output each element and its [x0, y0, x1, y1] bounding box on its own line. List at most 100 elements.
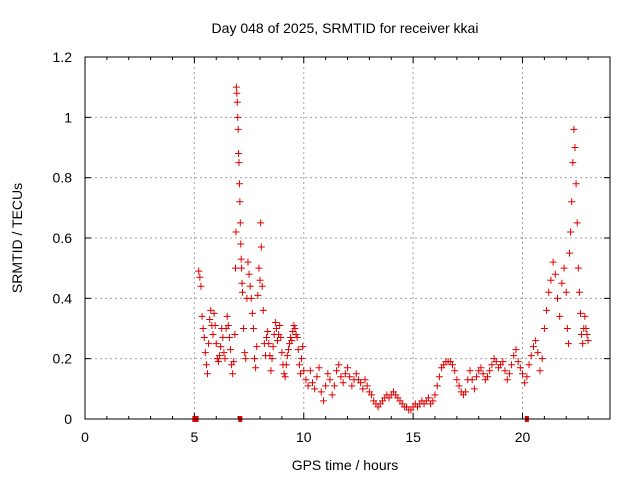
data-point: [473, 373, 481, 381]
data-point: [514, 358, 522, 366]
data-point: [237, 240, 245, 248]
data-point: [538, 355, 546, 363]
data-point: [306, 367, 314, 375]
data-point: [204, 370, 211, 378]
data-point: [234, 125, 242, 133]
data-point: [572, 180, 580, 188]
data-point: [231, 331, 239, 339]
data-point: [220, 349, 228, 357]
y-tick-label: 0.4: [53, 290, 73, 306]
data-point: [339, 379, 347, 387]
data-point: [239, 288, 246, 296]
data-point: [337, 373, 345, 381]
data-point: [269, 343, 277, 351]
data-point: [335, 361, 343, 369]
data-point: [569, 159, 577, 167]
data-point: [326, 376, 334, 384]
data-point: [333, 367, 341, 375]
data-point: [257, 243, 265, 251]
data-point: [363, 382, 371, 390]
chart-title: Day 048 of 2025, SRMTID for receiver kka…: [212, 20, 479, 36]
x-tick-label: 5: [190, 429, 198, 445]
data-point: [431, 391, 439, 399]
data-points: [195, 83, 592, 414]
data-point: [304, 382, 312, 390]
x-tick-label: 0: [81, 429, 89, 445]
data-point: [486, 367, 494, 375]
data-point: [529, 343, 537, 351]
data-point: [567, 228, 575, 236]
data-point: [272, 325, 280, 332]
data-point: [233, 98, 241, 106]
data-point: [209, 331, 217, 339]
data-point: [263, 334, 271, 342]
data-point: [235, 159, 243, 167]
data-point: [563, 325, 571, 332]
data-point: [328, 391, 336, 399]
data-point: [519, 370, 526, 378]
data-point: [248, 309, 256, 317]
data-point: [245, 270, 253, 278]
data-point: [206, 315, 214, 323]
data-point: [210, 309, 218, 317]
data-point: [230, 358, 238, 366]
data-point: [534, 349, 542, 357]
data-point: [574, 264, 582, 272]
data-point: [549, 258, 557, 266]
data-point: [246, 282, 254, 290]
data-point: [547, 276, 555, 284]
data-point: [309, 379, 316, 387]
data-point: [257, 219, 265, 227]
data-point: [235, 150, 243, 158]
data-point: [330, 382, 338, 390]
data-point: [576, 309, 584, 317]
data-point: [477, 364, 485, 372]
data-point: [479, 370, 487, 378]
data-point: [240, 325, 248, 332]
data-point: [217, 343, 225, 351]
axis-ticks: 0 0.2 0.4 0.6 0.8 1 1.2 0 5 10 15 20: [53, 49, 610, 445]
data-point: [499, 358, 507, 366]
data-point: [199, 325, 207, 332]
data-point: [543, 306, 551, 314]
data-point: [523, 373, 531, 381]
data-point: [290, 321, 298, 329]
data-point: [236, 219, 244, 227]
data-point: [575, 288, 583, 296]
x-tick-label: 15: [405, 429, 421, 445]
data-point: [247, 294, 255, 302]
data-point: [226, 346, 234, 354]
y-tick-label: 0.2: [53, 351, 73, 367]
data-point: [294, 346, 302, 354]
data-point: [571, 144, 579, 151]
data-point: [570, 125, 578, 133]
data-point: [267, 367, 275, 375]
data-point: [229, 370, 237, 378]
data-point: [453, 376, 461, 384]
data-point: [281, 373, 289, 381]
data-point: [512, 346, 520, 354]
data-point: [556, 312, 564, 320]
data-point: [429, 397, 437, 405]
data-point: [283, 352, 291, 360]
data-point: [291, 325, 299, 332]
data-point: [584, 337, 592, 345]
data-point: [508, 361, 516, 369]
data-point: [219, 334, 227, 342]
y-axis-label: SRMTID / TECUs: [9, 183, 25, 293]
data-point: [292, 331, 300, 339]
data-point: [564, 340, 572, 348]
data-point: [276, 321, 284, 329]
x-axis-label: GPS time / hours: [292, 457, 399, 473]
data-point: [324, 370, 332, 378]
data-point: [554, 294, 561, 302]
y-tick-label: 1: [64, 109, 72, 125]
data-point: [573, 219, 581, 227]
data-point: [298, 355, 306, 363]
data-point: [282, 361, 290, 369]
data-point: [265, 340, 273, 348]
data-point: [244, 258, 252, 266]
data-point: [280, 370, 288, 378]
data-point: [300, 367, 308, 375]
y-tick-label: 0.8: [53, 170, 73, 186]
